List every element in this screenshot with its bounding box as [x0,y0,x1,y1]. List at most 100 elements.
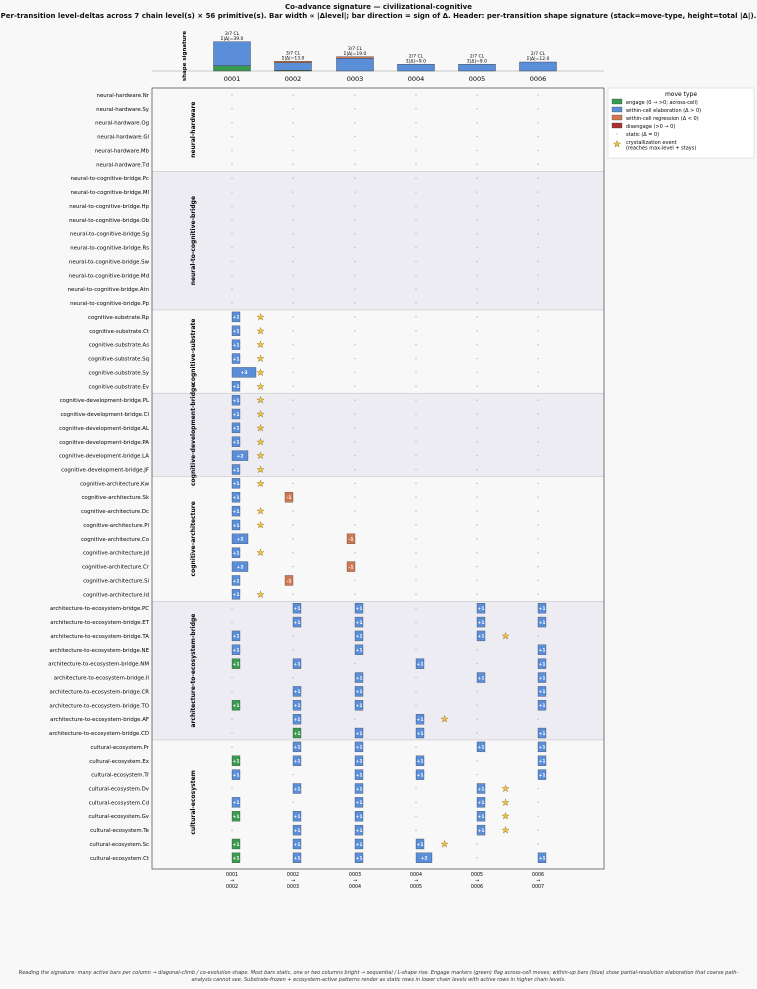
row-label: cognitive-substrate.Sy [88,370,149,376]
delta-bar [537,727,547,739]
static-dot [354,94,356,96]
delta-bar [354,811,364,822]
delta-bar-label: +1 [416,661,423,667]
header-tick-label: 0003 [347,75,364,83]
x-tick-from: 0004 [410,872,422,878]
delta-bar [354,644,364,655]
static-dot [292,191,294,193]
static-dot [292,468,294,471]
x-tick-arrow: → [353,879,357,884]
static-dot [537,316,539,318]
delta-bar-label: +1 [232,856,239,862]
delta-bar-label: +1 [293,842,300,848]
chart-title: Co-advance signature — civilizational-co… [285,3,472,11]
static-dot [476,524,478,526]
static-dot [354,177,356,180]
static-dot [415,302,417,304]
delta-bar [231,422,241,434]
static-dot [537,510,539,512]
static-dot [476,704,478,707]
delta-bar [231,505,241,517]
delta-bar-label: +1 [538,703,545,709]
row-label: cognitive-development-bridge.JF [61,467,149,473]
static-dot [476,759,478,762]
delta-bar-label: +1 [232,661,239,667]
delta-bar-label: +1 [538,620,545,626]
header-tick-label: 0001 [224,75,241,83]
crystallization-star: ★ [256,313,264,323]
delta-bar [231,533,249,544]
row-label: cognitive-development-bridge.AL [59,426,149,432]
static-dot [537,440,539,443]
delta-bar [284,575,294,586]
static-dot [415,482,417,485]
delta-bar [292,852,302,863]
delta-bar-label: +1 [293,661,300,667]
static-dot [354,496,356,499]
static-dot [537,274,539,277]
row-label: neural-to-cognitive-bridge.Sw [69,259,150,265]
static-dot [415,163,417,166]
delta-bar-label: +1 [293,620,300,626]
row-label: architecture-to-ecosystem-bridge.CD [49,731,149,737]
delta-bar [231,561,249,572]
delta-bar-label: +1 [416,717,423,723]
group-label: cognitive-development-bridge [190,384,197,486]
delta-bar-label: +1 [538,661,545,667]
x-tick-arrow: → [291,879,295,884]
delta-bar [354,824,364,836]
delta-bar [354,852,364,863]
delta-bar [476,630,486,642]
delta-bar [537,686,547,697]
static-dot [354,288,356,290]
delta-bar-label: +1 [293,759,300,765]
static-dot [415,371,417,374]
static-dot [415,746,417,748]
static-dot [476,468,478,471]
static-dot [415,413,417,415]
delta-bar [292,727,302,739]
delta-bar [231,519,241,531]
delta-bar-label: +1 [538,675,545,681]
delta-bar-label: +1 [416,731,423,737]
crystallization-star: ★ [256,355,264,365]
group-band [152,393,604,477]
static-dot [231,163,233,166]
row-label: architecture-to-ecosystem-bridge.NE [50,648,150,654]
header-sum-label: Σ|Δ|=13.0 [282,55,305,61]
static-dot [476,135,478,138]
delta-bar [354,727,364,739]
delta-bar-label: +1 [416,842,423,848]
delta-bar-label: +1 [355,620,362,626]
static-dot [292,482,294,485]
delta-bar [415,727,425,739]
static-dot [354,662,356,665]
delta-bar [354,838,364,850]
static-dot [231,607,233,609]
static-dot [537,135,539,138]
static-dot [354,149,356,152]
static-dot [537,260,539,263]
delta-bar [476,811,486,822]
delta-bar [537,741,547,753]
delta-bar [231,478,241,489]
delta-bar [346,561,356,572]
delta-bar-label: +1 [232,495,239,501]
delta-bar-label: +1 [355,814,362,820]
row-label: cognitive-development-bridge.LA [59,454,149,460]
delta-bar-label: +1 [293,828,300,834]
static-dot [476,565,478,568]
static-dot [292,454,294,457]
delta-bar-label: +2 [420,856,427,862]
delta-bar [231,589,241,600]
row-label: cognitive-substrate.Rp [88,315,150,321]
static-dot [415,579,417,582]
delta-bar [292,686,302,697]
static-dot [476,662,478,665]
static-dot [476,177,478,180]
static-dot [292,399,294,401]
x-tick-from: 0006 [532,872,544,878]
legend-swatch [611,98,623,105]
static-dot [476,718,478,720]
